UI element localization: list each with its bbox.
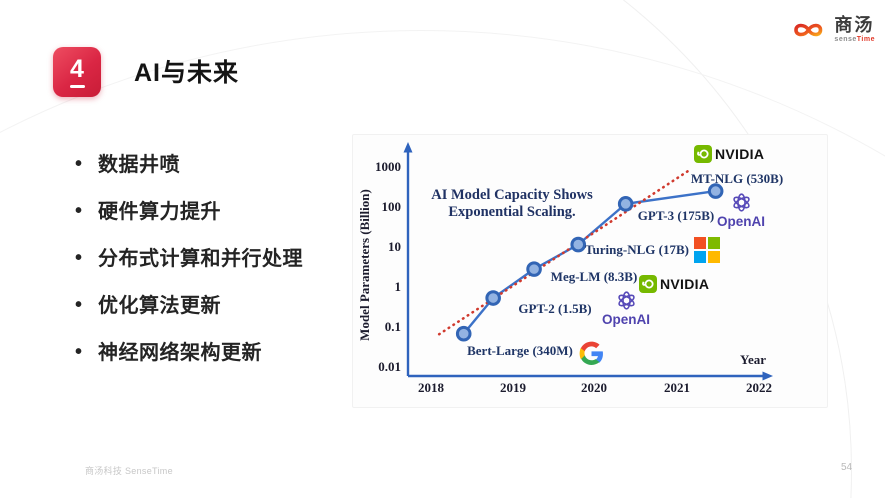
y-tick: 10 [388,239,401,254]
nvidia-eye-icon [639,275,657,293]
sensetime-wordmark: 商汤 senseTime [834,16,875,43]
x-tick: 2019 [500,380,527,395]
data-point-Turing-NLG [570,236,587,253]
y-tick: 0.01 [378,359,401,374]
x-axis-arrow [762,371,773,381]
slide-title: AI与未来 [134,59,240,87]
sensetime-swirl-icon [794,23,823,36]
point-label-bert-large: Bert-Large (340M) [467,343,573,358]
list-item: 数据井喷 [75,154,303,176]
x-tick: 2020 [581,380,607,395]
data-point-GPT-2 [485,290,501,306]
list-item: 神经网络架构更新 [75,342,303,364]
data-point-Bert-Large [455,325,472,342]
google-g-icon [579,341,603,365]
sensetime-logo: 商汤 senseTime [792,16,875,43]
section-number: 4 [70,54,84,83]
data-point-GPT-3 [617,196,634,212]
openai-logo: OpenAI [593,290,659,327]
chart-axes [406,151,764,378]
y-axis-arrow [403,142,413,153]
badge-underline [69,84,85,88]
x-tick: 2018 [418,380,445,395]
chart-title-line1: AI Model Capacity Shows [431,187,593,203]
nvidia-eye-icon [694,145,712,163]
x-axis-label: Year [740,352,766,367]
section-number-badge: 4 [53,47,101,97]
point-label-meg-lm: Meg-LM (8.3B) [551,269,638,284]
page-number: 54 [841,462,853,473]
point-label-gpt3: GPT-3 (175B) [638,208,714,223]
nvidia-logo: NVIDIA [694,145,764,163]
scaling-chart-figure: 1000 100 10 1 0.1 0.01 2018 2019 2020 20… [352,134,828,408]
plot-series [437,167,724,342]
point-label-gpt2: GPT-2 (1.5B) [518,301,591,316]
y-tick: 0.1 [385,319,401,334]
bullet-list: 数据井喷 硬件算力提升 分布式计算和并行处理 优化算法更新 神经网络架构更新 [75,154,303,390]
y-tick: 1000 [375,159,401,174]
scaling-chart: 1000 100 10 1 0.1 0.01 2018 2019 2020 20… [357,142,783,395]
point-label-turing-nlg: Turing-NLG (17B) [585,242,689,257]
openai-logo: OpenAI [708,192,774,229]
footer-company: 商汤科技 SenseTime [85,466,173,476]
chart-title-line2: Exponential Scaling. [448,204,575,220]
list-item: 硬件算力提升 [75,201,303,223]
openai-knot-icon [732,193,750,212]
sensetime-zh: 商汤 [834,15,875,35]
y-tick: 100 [382,199,402,214]
data-point-MT-NLG [707,183,724,199]
sensetime-en: senseTime [834,36,875,43]
data-point-Meg-LM [526,261,542,277]
y-axis-label: Model Parameters (Billion) [357,189,372,341]
y-tick: 1 [395,279,402,294]
x-tick: 2021 [664,380,690,395]
openai-knot-icon [617,291,635,310]
list-item: 分布式计算和并行处理 [75,248,303,270]
list-item: 优化算法更新 [75,295,303,317]
nvidia-logo: NVIDIA [639,275,709,293]
point-label-mt-nlg: MT-NLG (530B) [691,171,783,186]
x-tick: 2022 [746,380,772,395]
microsoft-logo-icon [694,237,720,263]
